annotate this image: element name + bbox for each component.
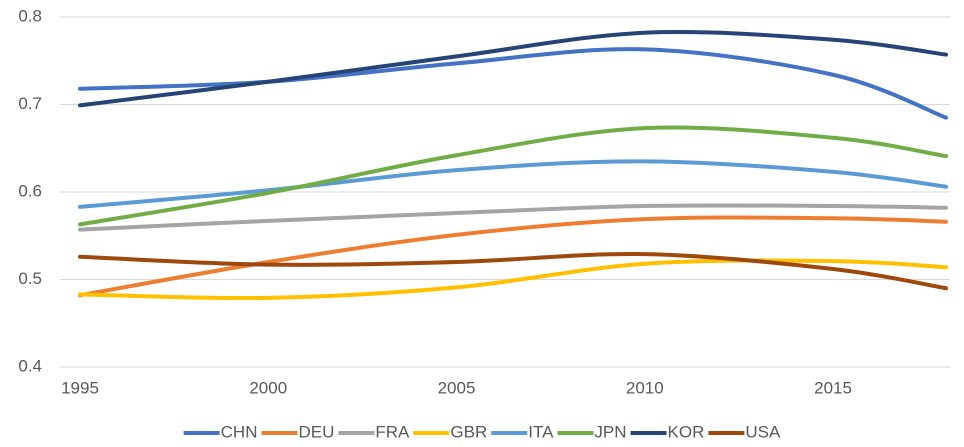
- legend-label: CHN: [221, 422, 258, 441]
- series-line: [78, 203, 948, 232]
- x-tick-label: 2000: [249, 378, 287, 397]
- series-line: [78, 125, 948, 227]
- legend-label: GBR: [450, 422, 487, 441]
- series-line: [78, 215, 948, 298]
- legend-label: ITA: [528, 422, 554, 441]
- series-line: [78, 30, 948, 108]
- legend-label: USA: [745, 422, 781, 441]
- series-line: [78, 251, 948, 291]
- series-line: [78, 47, 948, 120]
- y-tick-label: 0.7: [18, 94, 42, 113]
- x-tick-label: 2010: [626, 378, 664, 397]
- y-tick-label: 0.8: [18, 6, 42, 25]
- legend-label: KOR: [668, 422, 705, 441]
- legend-label: FRA: [375, 422, 410, 441]
- series-line: [78, 258, 948, 301]
- x-tick-label: 2005: [438, 378, 476, 397]
- series-line: [78, 159, 948, 209]
- y-tick-label: 0.4: [18, 356, 42, 375]
- legend: CHN DEU FRA GBR ITA JPN KOR USA: [183, 422, 781, 441]
- x-tick-label: 2015: [814, 378, 852, 397]
- y-tick-label: 0.6: [18, 181, 42, 200]
- y-tick-label: 0.5: [18, 269, 42, 288]
- legend-label: DEU: [298, 422, 334, 441]
- x-tick-label: 1995: [61, 378, 99, 397]
- legend-label: JPN: [594, 422, 626, 441]
